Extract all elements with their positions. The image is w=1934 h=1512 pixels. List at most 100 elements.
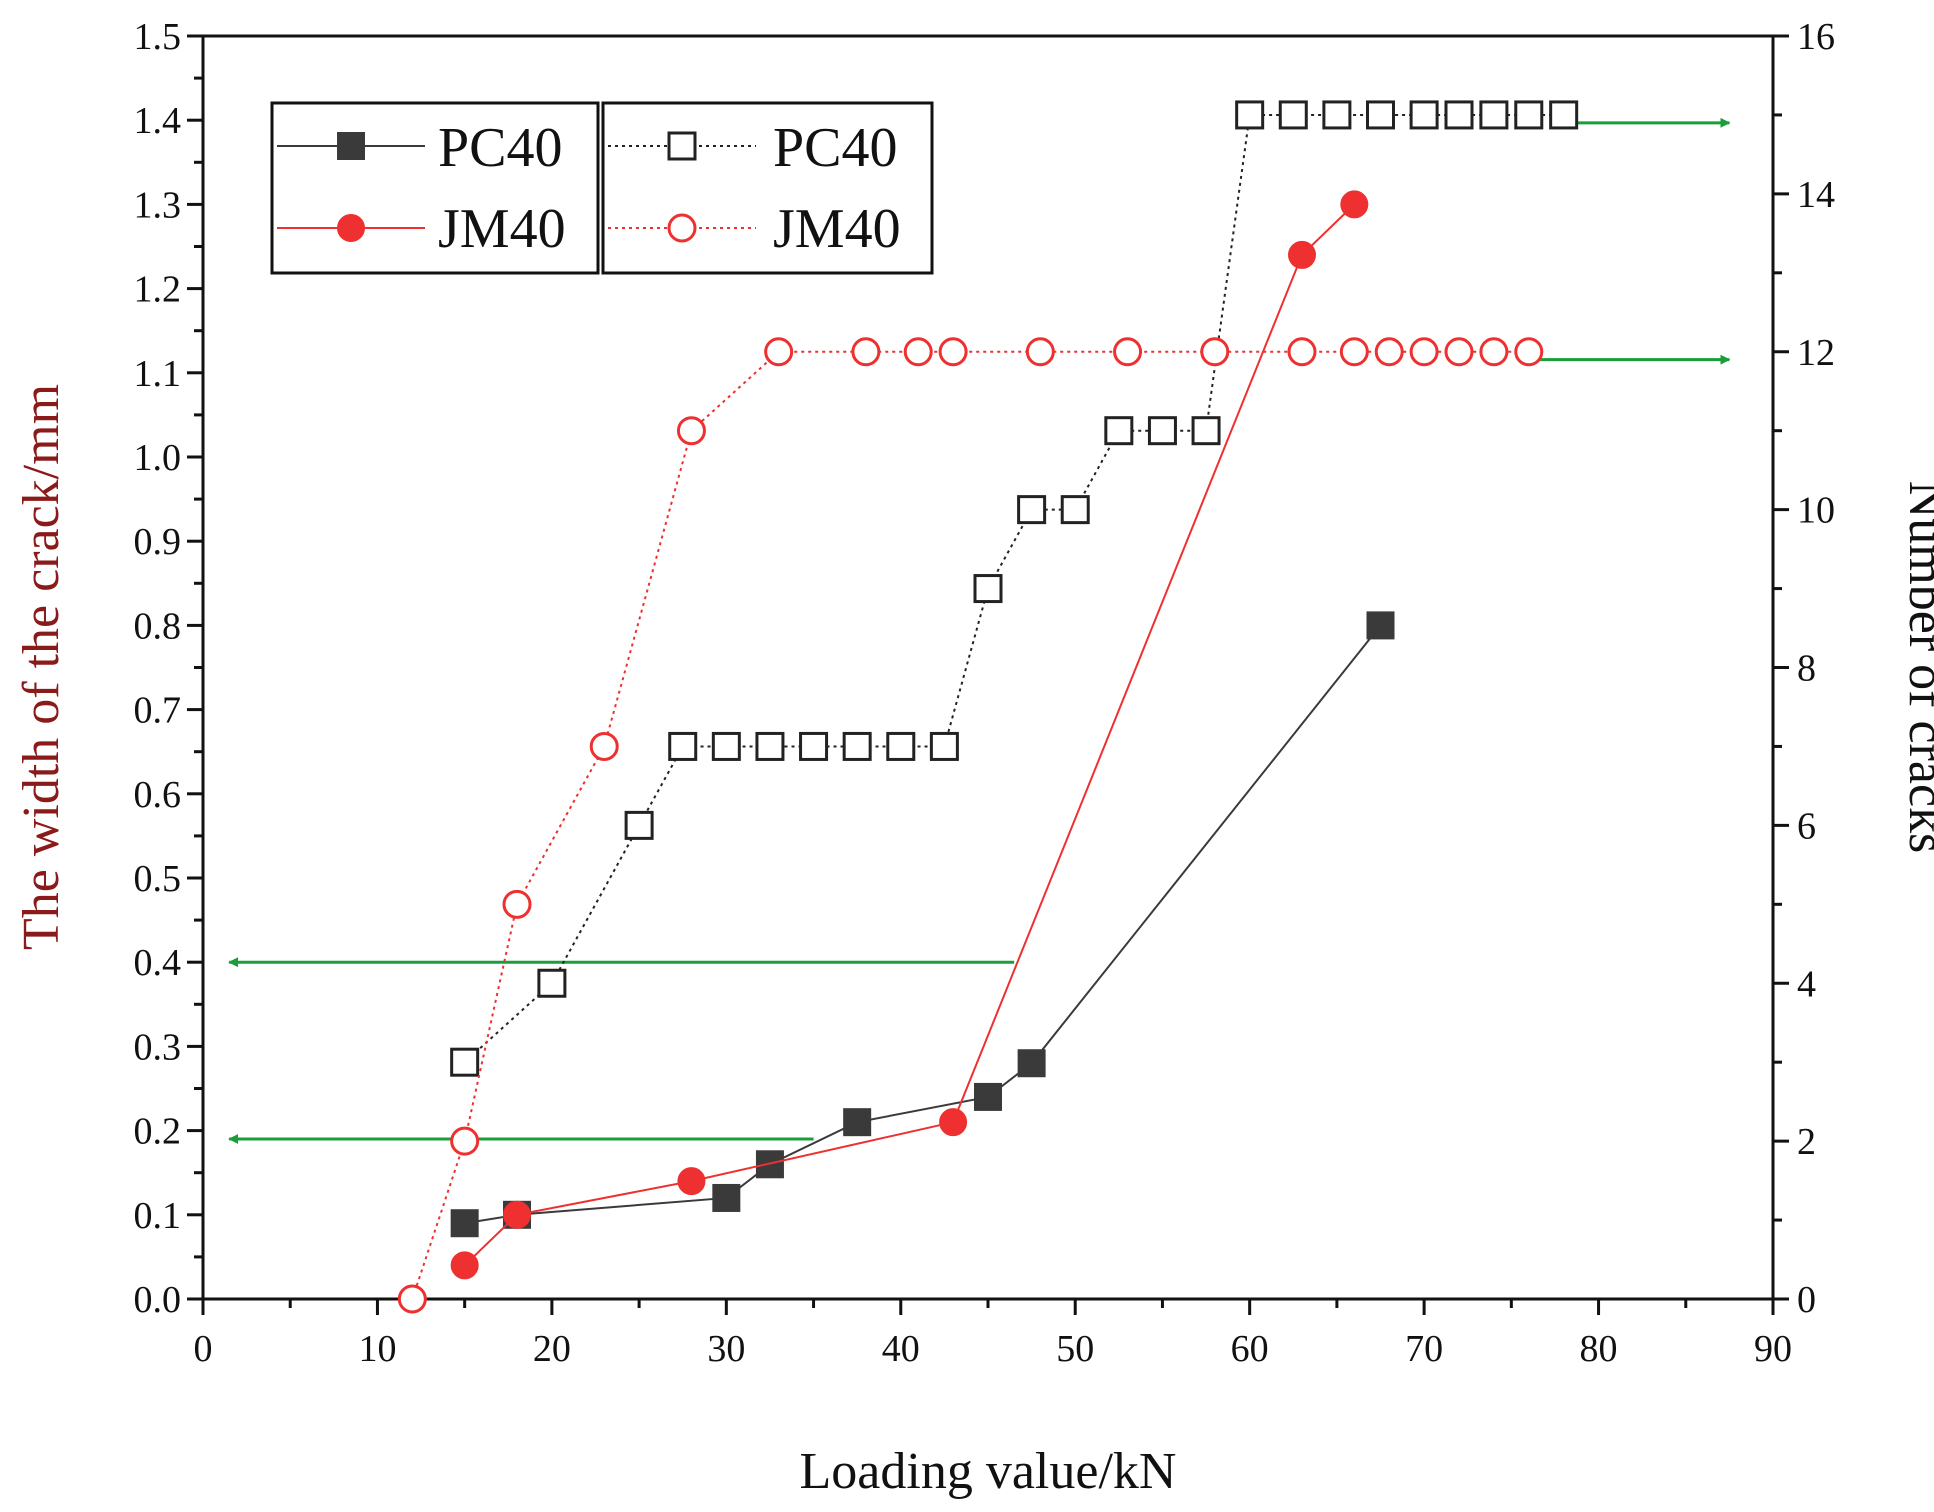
y-tick-label-0.2: 0.2: [134, 1111, 182, 1153]
y-tick-label-0.4: 0.4: [134, 942, 182, 984]
data-point-pc40-cracks-12: [1017, 495, 1047, 525]
series-pc40-width: [450, 611, 1395, 1238]
data-point-pc40-cracks-24: [1514, 100, 1544, 130]
x-axis-title: Loading value/kN: [800, 1443, 1177, 1500]
y-axis-right-title: Number of cracks: [1898, 481, 1934, 854]
data-point-jm40-cracks-15: [1374, 337, 1404, 367]
y-tick-label-1.0: 1.0: [134, 437, 182, 479]
series-layer: [397, 100, 1579, 1314]
data-point-jm40-cracks-7: [851, 337, 881, 367]
series-jm40-cracks: [397, 337, 1544, 1314]
y2-tick-label-16: 16: [1797, 16, 1835, 58]
legend-marker-jm40-cracks: [667, 213, 697, 243]
data-point-pc40-cracks-4: [668, 731, 698, 761]
data-point-jm40-cracks-1: [397, 1284, 427, 1314]
data-point-jm40-width-4: [939, 1108, 968, 1137]
data-point-pc40-cracks-6: [755, 731, 785, 761]
data-point-pc40-width-4: [755, 1150, 784, 1179]
y2-tick-label-10: 10: [1797, 490, 1835, 532]
data-point-jm40-cracks-4: [589, 731, 619, 761]
legend-label-pc40-width: PC40: [438, 117, 563, 179]
y-tick-label-0.7: 0.7: [134, 690, 182, 732]
legend-label-jm40-cracks: JM40: [773, 198, 901, 260]
series-jm40-width: [450, 190, 1369, 1280]
data-point-pc40-cracks-25: [1549, 100, 1579, 130]
y-tick-label-0.5: 0.5: [134, 858, 182, 900]
data-point-pc40-width-6: [974, 1082, 1002, 1111]
data-point-jm40-cracks-12: [1200, 337, 1230, 367]
data-point-pc40-cracks-13: [1060, 495, 1090, 525]
data-point-pc40-cracks-8: [842, 731, 872, 761]
data-point-pc40-cracks-19: [1322, 100, 1352, 130]
legend-box-left: [270, 101, 600, 275]
data-point-jm40-cracks-16: [1409, 337, 1439, 367]
data-point-pc40-width-3: [712, 1183, 741, 1212]
data-point-jm40-width-5: [1288, 240, 1316, 269]
y2-tick-label-6: 6: [1797, 805, 1816, 847]
x-tick-label-0: 0: [194, 1328, 213, 1370]
data-point-pc40-cracks-1: [450, 1047, 480, 1077]
legend-box-right: [601, 101, 934, 275]
y-axis-right: 0 2 4 6 8 10 12 14 16: [1773, 16, 1835, 1321]
data-point-pc40-cracks-18: [1278, 100, 1308, 130]
arrow-annotations: [228, 117, 1731, 1145]
y-tick-label-0.3: 0.3: [134, 1026, 182, 1068]
legend: PC40 JM40 PC40 JM40: [270, 101, 934, 275]
y-tick-label-1.2: 1.2: [134, 269, 182, 311]
y2-tick-label-8: 8: [1797, 648, 1816, 690]
data-point-jm40-cracks-9: [938, 337, 968, 367]
y2-tick-label-2: 2: [1797, 1121, 1816, 1163]
x-tick-label-20: 20: [533, 1328, 571, 1370]
data-point-pc40-cracks-23: [1479, 100, 1509, 130]
data-point-jm40-cracks-17: [1444, 337, 1474, 367]
y2-tick-label-12: 12: [1797, 332, 1835, 374]
y-tick-label-1.5: 1.5: [134, 16, 182, 58]
legend-label-pc40-cracks: PC40: [773, 117, 898, 179]
legend-marker-pc40-cracks: [667, 131, 697, 161]
series-pc40-cracks: [450, 100, 1579, 1077]
x-tick-label-90: 90: [1754, 1328, 1792, 1370]
data-point-jm40-cracks-11: [1113, 337, 1143, 367]
data-point-pc40-cracks-7: [799, 731, 829, 761]
y-tick-label-1.3: 1.3: [134, 184, 182, 226]
data-point-pc40-cracks-10: [929, 731, 959, 761]
data-point-jm40-cracks-5: [676, 416, 706, 446]
data-point-jm40-cracks-3: [502, 889, 532, 919]
series-line-jm40-cracks: [411, 350, 1529, 1300]
data-point-pc40-width-7: [1017, 1049, 1046, 1078]
data-point-pc40-cracks-20: [1366, 100, 1395, 130]
y-tick-label-0.0: 0.0: [134, 1279, 182, 1321]
data-point-jm40-cracks-6: [764, 337, 794, 367]
y-tick-label-1.1: 1.1: [134, 353, 182, 395]
y-tick-label-0.6: 0.6: [134, 774, 182, 816]
y-tick-label-0.8: 0.8: [134, 605, 182, 647]
data-point-pc40-cracks-5: [711, 731, 741, 761]
data-point-jm40-cracks-8: [903, 337, 933, 367]
legend-marker-pc40-width: [337, 132, 365, 160]
data-point-pc40-cracks-15: [1147, 416, 1177, 446]
data-point-pc40-cracks-17: [1235, 100, 1265, 130]
data-point-pc40-width-5: [843, 1108, 872, 1137]
data-point-pc40-cracks-21: [1409, 100, 1439, 130]
x-tick-label-30: 30: [707, 1328, 745, 1370]
data-point-jm40-width-6: [1340, 190, 1369, 219]
data-point-pc40-cracks-11: [973, 574, 1003, 604]
x-axis: 0 10 20 30 40 50 60 70 80 90: [194, 1299, 1792, 1370]
y-tick-label-0.1: 0.1: [134, 1195, 182, 1237]
y-axis-left-title: The width of the crack/mm: [13, 384, 70, 950]
x-tick-label-50: 50: [1056, 1328, 1094, 1370]
y-axis-left: 0.0 0.1 0.2 0.3 0.4 0.5 0.6 0.7 0.8 0.9 1.0 1.1 1.2 1…: [134, 16, 203, 1321]
data-point-jm40-width-3: [677, 1167, 706, 1196]
data-point-pc40-cracks-9: [886, 731, 916, 761]
x-tick-label-60: 60: [1231, 1328, 1269, 1370]
data-point-jm40-width-2: [503, 1200, 531, 1229]
data-point-jm40-cracks-18: [1479, 337, 1509, 367]
y2-tick-label-14: 14: [1797, 174, 1835, 216]
data-point-jm40-cracks-19: [1514, 337, 1544, 367]
x-tick-label-80: 80: [1580, 1328, 1618, 1370]
legend-marker-jm40-width: [337, 214, 365, 242]
data-point-jm40-width-1: [450, 1251, 479, 1280]
data-point-pc40-cracks-16: [1191, 416, 1221, 446]
data-point-jm40-cracks-14: [1339, 337, 1369, 367]
